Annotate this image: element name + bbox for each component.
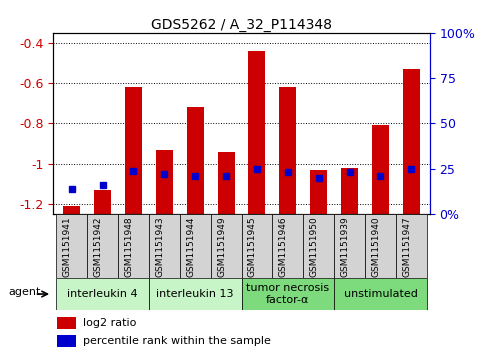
Text: GSM1151939: GSM1151939 [341,216,350,277]
Text: GSM1151940: GSM1151940 [371,216,381,277]
Title: GDS5262 / A_32_P114348: GDS5262 / A_32_P114348 [151,18,332,32]
Bar [303,214,334,278]
Bar [242,214,272,278]
Text: unstimulated: unstimulated [343,289,417,299]
Bar [248,51,266,214]
Bar [63,206,80,214]
Text: GSM1151941: GSM1151941 [63,216,71,277]
Bar [149,214,180,278]
Bar [56,214,87,278]
Text: GSM1151943: GSM1151943 [156,216,164,277]
Bar [334,278,427,310]
Bar [149,278,242,310]
Text: GSM1151948: GSM1151948 [125,216,133,277]
Bar [272,214,303,278]
Bar [87,214,118,278]
Text: GSM1151947: GSM1151947 [402,216,412,277]
Bar [57,335,76,347]
Text: tumor necrosis
factor-α: tumor necrosis factor-α [246,283,329,305]
Bar [310,170,327,214]
Text: GSM1151946: GSM1151946 [279,216,288,277]
Bar [372,126,389,214]
Bar [403,69,420,214]
Text: GSM1151942: GSM1151942 [94,216,102,277]
Bar [180,214,211,278]
Text: log2 ratio: log2 ratio [83,318,137,328]
Bar [217,152,235,214]
Bar [125,87,142,214]
Bar [56,278,149,310]
Bar [396,214,427,278]
Text: GSM1151950: GSM1151950 [310,216,319,277]
Text: GSM1151945: GSM1151945 [248,216,257,277]
Bar [57,317,76,329]
Bar [279,87,296,214]
Bar [334,214,365,278]
Bar [187,107,204,214]
Text: agent: agent [8,287,41,297]
Text: GSM1151944: GSM1151944 [186,216,195,277]
Text: interleukin 4: interleukin 4 [67,289,138,299]
Text: percentile rank within the sample: percentile rank within the sample [83,336,271,346]
Text: GSM1151949: GSM1151949 [217,216,226,277]
Bar [211,214,242,278]
Bar [365,214,396,278]
Bar [118,214,149,278]
Bar [156,150,173,214]
Text: interleukin 13: interleukin 13 [156,289,234,299]
Bar [341,168,358,214]
Bar [242,278,334,310]
Bar [94,190,111,214]
